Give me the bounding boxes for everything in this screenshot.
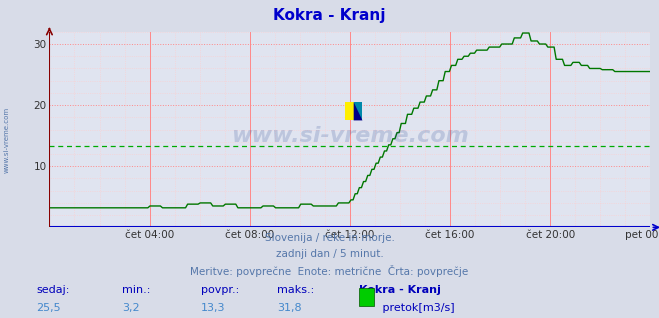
Text: zadnji dan / 5 minut.: zadnji dan / 5 minut. xyxy=(275,249,384,259)
Text: Slovenija / reke in morje.: Slovenija / reke in morje. xyxy=(264,233,395,243)
Bar xyxy=(354,102,362,121)
Text: www.si-vreme.com: www.si-vreme.com xyxy=(3,107,10,173)
Bar xyxy=(345,102,354,121)
Text: maks.:: maks.: xyxy=(277,285,314,294)
Text: sedaj:: sedaj: xyxy=(36,285,70,294)
Text: min.:: min.: xyxy=(122,285,150,294)
Text: Kokra - Kranj: Kokra - Kranj xyxy=(359,285,441,294)
Text: 13,3: 13,3 xyxy=(201,303,225,313)
Text: Kokra - Kranj: Kokra - Kranj xyxy=(273,8,386,23)
Polygon shape xyxy=(354,102,362,121)
Text: www.si-vreme.com: www.si-vreme.com xyxy=(231,126,469,146)
Text: 3,2: 3,2 xyxy=(122,303,140,313)
Text: Meritve: povprečne  Enote: metrične  Črta: povprečje: Meritve: povprečne Enote: metrične Črta:… xyxy=(190,265,469,277)
Text: 31,8: 31,8 xyxy=(277,303,301,313)
Text: pretok[m3/s]: pretok[m3/s] xyxy=(379,303,455,313)
Text: povpr.:: povpr.: xyxy=(201,285,239,294)
Text: 25,5: 25,5 xyxy=(36,303,61,313)
